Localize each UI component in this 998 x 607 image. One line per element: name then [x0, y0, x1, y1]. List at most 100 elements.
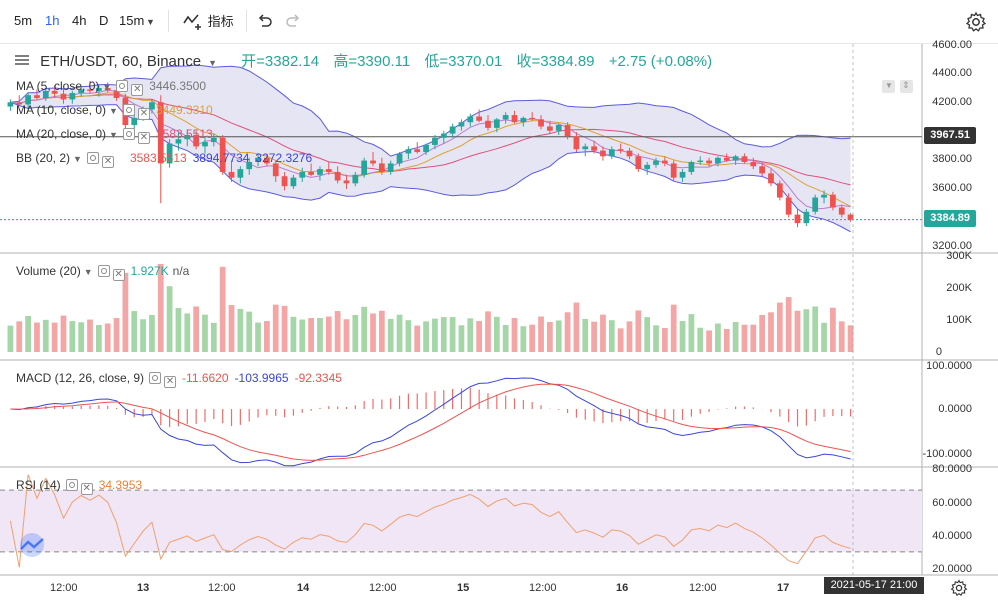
eye-icon[interactable]	[86, 152, 99, 164]
candle-body	[485, 120, 491, 128]
eye-icon[interactable]	[122, 104, 135, 116]
interval-15m[interactable]: 15m	[119, 13, 145, 28]
volume-bar	[343, 319, 350, 352]
gear-icon[interactable]	[950, 579, 968, 597]
candle-body	[210, 137, 217, 143]
gear-icon[interactable]	[965, 11, 987, 33]
indicators-button[interactable]: 指标	[182, 11, 234, 31]
interval-5m[interactable]: 5m	[14, 13, 33, 28]
macd-signal-line	[10, 383, 851, 461]
price-axis-label: 3800.00	[932, 153, 972, 165]
candle-body	[308, 171, 314, 175]
legend-volume-value-1: 1.927K	[130, 264, 169, 278]
volume-bar	[520, 326, 527, 352]
candle-body	[768, 173, 774, 184]
eye-icon[interactable]	[116, 80, 129, 92]
candle-body	[776, 183, 783, 198]
close-icon[interactable]: ✕	[80, 483, 93, 495]
volume-bar	[538, 316, 544, 352]
chevron-down-icon[interactable]: ▼	[208, 58, 217, 68]
pane-maximize-button[interactable]: ⇕	[900, 80, 913, 93]
legend-ma20[interactable]: MA (20, close, 0) ▼ ✕ 3583.5513	[16, 126, 213, 144]
legend-ma10[interactable]: MA (10, close, 0) ▼ ✕ 3449.3310	[16, 102, 213, 120]
close-icon[interactable]: ✕	[131, 84, 144, 96]
volume-bar	[290, 316, 297, 352]
interval-dropdown-icon[interactable]: ▼	[146, 17, 155, 27]
candle-body	[334, 171, 341, 181]
pane-collapse-button[interactable]: ▼	[882, 80, 895, 93]
volume-bar	[396, 314, 403, 352]
legend-macd[interactable]: MACD (12, 26, close, 9) ✕ -11.6620 -103.996…	[16, 370, 342, 388]
last-price-tag: 3384.89	[924, 210, 976, 227]
candle-body	[175, 139, 182, 144]
legend-volume-name: Volume (20)	[16, 264, 81, 278]
candle-body	[582, 146, 589, 150]
volume-bar	[838, 321, 845, 352]
redo-icon[interactable]	[284, 13, 302, 29]
volume-bar	[564, 312, 571, 352]
time-axis-label: 12:00	[369, 582, 397, 594]
volume-bar	[750, 324, 757, 352]
volume-bar	[502, 325, 509, 352]
interval-d[interactable]: D	[99, 13, 109, 28]
volume-axis-label: 200K	[946, 282, 972, 294]
eye-icon[interactable]	[149, 372, 162, 384]
chevron-down-icon[interactable]: ▼	[109, 130, 118, 140]
volume-bar	[281, 305, 288, 352]
bollinger-lower-line	[10, 101, 851, 233]
undo-icon[interactable]	[256, 13, 274, 29]
time-axis-label: 12:00	[689, 582, 717, 594]
volume-bar	[493, 316, 500, 352]
rsi-band-fill	[0, 490, 922, 552]
legend-bb[interactable]: BB (20, 2) ▼ ✕ 3583.5513 3894.7734 3272.3276	[16, 150, 312, 168]
close-icon[interactable]: ✕	[101, 156, 114, 168]
symbol-name[interactable]: ETH/USDT, 60, Binance	[40, 53, 202, 70]
ma5-line	[10, 89, 851, 210]
eye-icon[interactable]	[65, 479, 78, 491]
legend-bb-value-3: 3272.3276	[255, 151, 313, 165]
legend-rsi[interactable]: RSI (14) ✕ 34.3953	[16, 477, 142, 495]
chevron-down-icon[interactable]: ▼	[109, 106, 118, 116]
candle-body	[396, 153, 403, 164]
chevron-down-icon[interactable]: ▼	[73, 154, 82, 164]
volume-bar	[95, 325, 102, 352]
candle-body	[600, 150, 606, 157]
volume-bar	[617, 328, 624, 352]
candle-body	[830, 194, 836, 208]
candle-body	[555, 125, 562, 131]
legend-volume[interactable]: Volume (20) ▼ ✕ 1.927K n/a	[16, 263, 189, 281]
candle-body	[803, 211, 810, 224]
volume-bar	[387, 318, 394, 352]
legend-volume-value-2: n/a	[172, 264, 190, 278]
candle-body	[264, 157, 270, 164]
candle-body	[661, 160, 668, 164]
candle-body	[60, 93, 67, 100]
candle-body	[78, 89, 85, 94]
volume-bar	[414, 325, 421, 352]
legend-macd-name: MACD (12, 26, close, 9)	[16, 371, 145, 385]
eye-icon[interactable]	[122, 128, 135, 140]
candle-body	[715, 157, 721, 164]
volume-bar	[34, 322, 40, 352]
volume-bar	[723, 328, 730, 352]
interval-1h[interactable]: 1h	[45, 13, 60, 28]
interval-4h[interactable]: 4h	[72, 13, 87, 28]
candle-body	[706, 160, 712, 164]
close-icon[interactable]: ✕	[137, 108, 150, 120]
bollinger-band-fill	[10, 65, 851, 232]
eye-icon[interactable]	[97, 265, 110, 277]
volume-bar	[246, 311, 253, 352]
candle-body	[750, 162, 757, 167]
rsi-axis-label: 60.0000	[932, 497, 972, 509]
drag-handle-icon[interactable]	[14, 53, 30, 67]
close-icon[interactable]: ✕	[164, 376, 177, 388]
candle-body	[157, 102, 164, 164]
chevron-down-icon[interactable]: ▼	[83, 267, 93, 277]
legend-ma5[interactable]: MA (5, close, 0) ▼ ✕ 3446.3500	[16, 78, 206, 96]
chevron-down-icon[interactable]: ▼	[102, 82, 112, 92]
close-icon[interactable]: ✕	[112, 269, 125, 281]
volume-bar	[440, 317, 447, 352]
close-icon[interactable]: ✕	[137, 132, 150, 144]
indicators-icon	[183, 14, 201, 30]
